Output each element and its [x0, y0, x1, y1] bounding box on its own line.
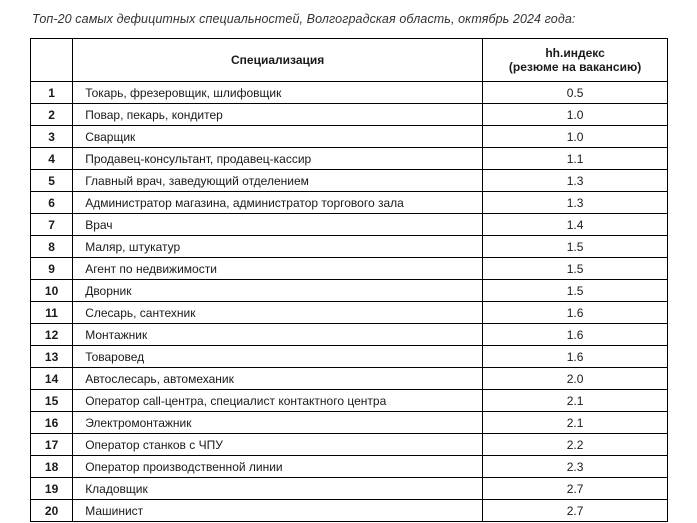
table-row: 16 Электромонтажник 2.1: [29, 411, 668, 434]
row-hh-index-cell: 1.3: [482, 169, 668, 192]
table-row: 14 Автослесарь, автомеханик 2.0: [29, 367, 668, 390]
table-row: 2 Повар, пекарь, кондитер 1.0: [29, 103, 668, 126]
row-number-cell: 14: [29, 367, 74, 390]
header-number: [29, 38, 74, 82]
row-hh-index-cell: 1.5: [482, 235, 668, 258]
row-number-cell: 4: [29, 147, 74, 170]
row-hh-index-cell: 1.6: [482, 323, 668, 346]
row-number-cell: 3: [29, 125, 74, 148]
row-hh-index-cell: 1.5: [482, 257, 668, 280]
table-row: 8 Маляр, штукатур 1.5: [29, 235, 668, 258]
table-body: 1 Токарь, фрезеровщик, шлифовщик 0.5 2 Повар…: [29, 81, 668, 522]
row-number-cell: 5: [29, 169, 74, 192]
table-row: 15 Оператор call-центра, специалист конта…: [29, 389, 668, 412]
row-specialization-cell: Оператор производственной линии: [72, 455, 484, 478]
row-specialization-cell: Товаровед: [72, 345, 484, 368]
header-hh-index-line1: hh.индекс: [545, 46, 605, 60]
row-specialization-cell: Продавец-консультант, продавец-кассир: [72, 147, 484, 170]
row-hh-index-cell: 2.0: [482, 367, 668, 390]
row-number-cell: 16: [29, 411, 74, 434]
row-hh-index-cell: 1.3: [482, 191, 668, 214]
row-number-cell: 15: [29, 389, 74, 412]
table-row: 5 Главный врач, заведующий отделением 1.3: [29, 169, 668, 192]
header-hh-index-line2: (резюме на вакансию): [508, 60, 642, 74]
table-row: 20 Машинист 2.7: [29, 499, 668, 522]
row-hh-index-cell: 1.5: [482, 279, 668, 302]
row-hh-index-cell: 0.5: [482, 81, 668, 104]
row-number-cell: 20: [29, 499, 74, 522]
row-number-cell: 6: [29, 191, 74, 214]
row-number-cell: 7: [29, 213, 74, 236]
row-hh-index-cell: 2.2: [482, 433, 668, 456]
row-number-cell: 13: [29, 345, 74, 368]
table-row: 11 Слесарь, сантехник 1.6: [29, 301, 668, 324]
table-row: 18 Оператор производственной линии 2.3: [29, 455, 668, 478]
header-hh-index: hh.индекс (резюме на вакансию): [482, 38, 668, 82]
row-specialization-cell: Главный врач, заведующий отделением: [72, 169, 484, 192]
row-specialization-cell: Дворник: [72, 279, 484, 302]
row-specialization-cell: Машинист: [72, 499, 484, 522]
deficit-specialties-table: Специализация hh.индекс (резюме на вакан…: [29, 38, 668, 522]
row-number-cell: 18: [29, 455, 74, 478]
row-number-cell: 10: [29, 279, 74, 302]
table-row: 13 Товаровед 1.6: [29, 345, 668, 368]
row-specialization-cell: Монтажник: [72, 323, 484, 346]
row-number-cell: 11: [29, 301, 74, 324]
table-row: 12 Монтажник 1.6: [29, 323, 668, 346]
table-row: 7 Врач 1.4: [29, 213, 668, 236]
row-specialization-cell: Врач: [72, 213, 484, 236]
row-hh-index-cell: 1.6: [482, 345, 668, 368]
table-row: 1 Токарь, фрезеровщик, шлифовщик 0.5: [29, 81, 668, 104]
header-specialization: Специализация: [72, 38, 484, 82]
row-hh-index-cell: 2.7: [482, 477, 668, 500]
row-number-cell: 8: [29, 235, 74, 258]
row-hh-index-cell: 1.4: [482, 213, 668, 236]
row-specialization-cell: Оператор call-центра, специалист контакт…: [72, 389, 484, 412]
row-specialization-cell: Автослесарь, автомеханик: [72, 367, 484, 390]
row-specialization-cell: Агент по недвижимости: [72, 257, 484, 280]
row-hh-index-cell: 1.0: [482, 125, 668, 148]
table-row: 4 Продавец-консультант, продавец-кассир 1.…: [29, 147, 668, 170]
row-hh-index-cell: 1.0: [482, 103, 668, 126]
row-specialization-cell: Маляр, штукатур: [72, 235, 484, 258]
row-hh-index-cell: 2.3: [482, 455, 668, 478]
page-title: Топ-20 самых дефицитных специальностей, …: [32, 12, 576, 26]
row-number-cell: 2: [29, 103, 74, 126]
row-hh-index-cell: 2.7: [482, 499, 668, 522]
row-number-cell: 1: [29, 81, 74, 104]
row-hh-index-cell: 2.1: [482, 411, 668, 434]
row-specialization-cell: Администратор магазина, администратор то…: [72, 191, 484, 214]
row-specialization-cell: Повар, пекарь, кондитер: [72, 103, 484, 126]
row-hh-index-cell: 1.1: [482, 147, 668, 170]
table-row: 19 Кладовщик 2.7: [29, 477, 668, 500]
table-row: 17 Оператор станков с ЧПУ 2.2: [29, 433, 668, 456]
row-hh-index-cell: 1.6: [482, 301, 668, 324]
row-specialization-cell: Кладовщик: [72, 477, 484, 500]
row-number-cell: 17: [29, 433, 74, 456]
row-specialization-cell: Электромонтажник: [72, 411, 484, 434]
row-specialization-cell: Сварщик: [72, 125, 484, 148]
row-specialization-cell: Оператор станков с ЧПУ: [72, 433, 484, 456]
row-specialization-cell: Слесарь, сантехник: [72, 301, 484, 324]
row-number-cell: 12: [29, 323, 74, 346]
row-number-cell: 9: [29, 257, 74, 280]
row-hh-index-cell: 2.1: [482, 389, 668, 412]
table-header-row: Специализация hh.индекс (резюме на вакан…: [29, 38, 668, 82]
row-number-cell: 19: [29, 477, 74, 500]
row-specialization-cell: Токарь, фрезеровщик, шлифовщик: [72, 81, 484, 104]
table-row: 6 Администратор магазина, администратор т…: [29, 191, 668, 214]
table-row: 10 Дворник 1.5: [29, 279, 668, 302]
table-row: 3 Сварщик 1.0: [29, 125, 668, 148]
table-row: 9 Агент по недвижимости 1.5: [29, 257, 668, 280]
